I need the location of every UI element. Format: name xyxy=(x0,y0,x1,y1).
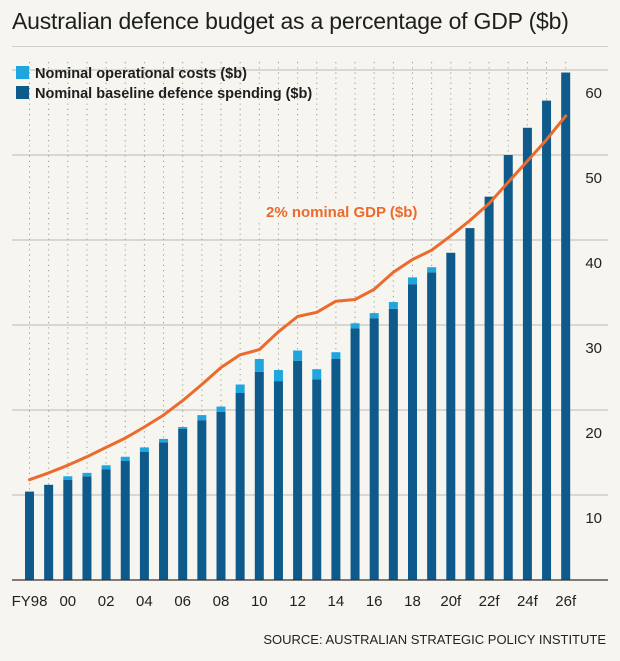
grid xyxy=(12,62,608,580)
y-tick-label: 60 xyxy=(585,85,602,102)
x-tick-label: 22f xyxy=(479,593,501,610)
legend-label-baseline: Nominal baseline defence spending ($b) xyxy=(35,86,312,102)
bar-baseline xyxy=(312,379,322,580)
bar-baseline xyxy=(427,272,437,580)
bar-operational xyxy=(178,427,188,429)
x-tick-label: 10 xyxy=(251,593,268,610)
bar-baseline xyxy=(178,428,188,580)
bar-baseline xyxy=(273,381,283,580)
chart-title: Australian defence budget as a percentag… xyxy=(12,8,569,34)
bar-operational xyxy=(120,456,130,461)
x-tick-label: 20f xyxy=(440,593,462,610)
bar-operational xyxy=(408,277,417,285)
bar-operational xyxy=(350,323,360,329)
x-tick-label: FY98 xyxy=(12,593,48,610)
bar-operational xyxy=(82,472,92,477)
gdp-line-layer xyxy=(28,114,568,482)
x-tick-label: 24f xyxy=(517,593,539,610)
y-axis: 10 20 30 40 50 60 xyxy=(585,85,602,527)
x-tick-label: 14 xyxy=(328,593,345,610)
bar-operational xyxy=(235,384,245,393)
bar-baseline xyxy=(388,308,398,580)
y-tick-label: 20 xyxy=(585,425,602,442)
annotation-label: 2% nominal GDP ($b) xyxy=(266,204,417,221)
bar-operational xyxy=(427,267,437,273)
bar-baseline xyxy=(139,451,149,580)
bar-baseline xyxy=(101,469,111,580)
bar-baseline xyxy=(350,328,360,580)
gdp-line xyxy=(28,114,568,482)
bar-baseline xyxy=(235,393,245,580)
bar-baseline xyxy=(408,284,417,580)
x-axis: FY98 00 02 04 06 08 10 12 14 16 18 20f 22f 24f 26f xyxy=(12,593,577,610)
legend: Nominal operational costs ($b) Nominal b… xyxy=(16,66,312,102)
legend-swatch-operational xyxy=(16,66,29,79)
bar-baseline xyxy=(331,359,341,580)
bar-baseline xyxy=(503,155,513,580)
bar-operational xyxy=(159,438,169,443)
bar-baseline xyxy=(465,228,475,580)
annotation-background xyxy=(258,199,414,223)
bar-operational xyxy=(63,476,73,480)
bar-operational xyxy=(197,415,207,421)
bar-operational xyxy=(293,350,303,361)
bar-operational xyxy=(101,465,111,470)
bar-baseline xyxy=(216,411,226,580)
bar-operational xyxy=(312,369,322,380)
source-note: SOURCE: AUSTRALIAN STRATEGIC POLICY INST… xyxy=(263,632,606,647)
bar-operational xyxy=(216,406,226,412)
bar-operational xyxy=(388,302,398,309)
bar-baseline xyxy=(561,72,571,581)
legend-label-operational: Nominal operational costs ($b) xyxy=(35,66,247,82)
bar-baseline xyxy=(369,318,379,580)
bar-baseline xyxy=(522,127,532,581)
bars xyxy=(12,72,608,581)
bar-baseline xyxy=(484,196,494,580)
x-tick-label: 06 xyxy=(174,593,191,610)
bar-baseline xyxy=(120,461,130,580)
x-tick-label: 16 xyxy=(366,593,383,610)
gdp-annotation: 2% nominal GDP ($b) xyxy=(258,199,423,233)
x-tick-label: 26f xyxy=(555,593,577,610)
bar-baseline xyxy=(63,479,73,580)
y-tick-label: 40 xyxy=(585,255,602,272)
bar-baseline xyxy=(44,484,54,580)
x-tick-label: 00 xyxy=(59,593,76,610)
y-tick-label: 50 xyxy=(585,170,602,187)
bar-baseline xyxy=(159,442,169,580)
bar-baseline xyxy=(254,371,264,580)
bar-baseline xyxy=(197,420,207,580)
x-tick-label: 12 xyxy=(289,593,306,610)
x-tick-label: 04 xyxy=(136,593,153,610)
bar-baseline xyxy=(25,491,34,580)
annotation-pointer xyxy=(417,226,423,233)
bar-operational xyxy=(254,359,264,372)
bar-baseline xyxy=(446,252,456,580)
y-tick-label: 10 xyxy=(585,510,602,527)
bar-baseline xyxy=(82,476,92,580)
title-divider xyxy=(12,46,608,47)
legend-swatch-baseline xyxy=(16,86,29,99)
x-tick-label: 08 xyxy=(213,593,230,610)
bar-baseline xyxy=(542,100,552,580)
bar-operational xyxy=(273,370,283,382)
x-tick-label: 18 xyxy=(404,593,421,610)
bar-operational xyxy=(139,447,149,452)
bar-operational xyxy=(331,352,341,359)
bar-baseline xyxy=(293,360,303,580)
x-tick-label: 02 xyxy=(98,593,115,610)
bar-operational xyxy=(369,313,379,319)
y-tick-label: 30 xyxy=(585,340,602,357)
